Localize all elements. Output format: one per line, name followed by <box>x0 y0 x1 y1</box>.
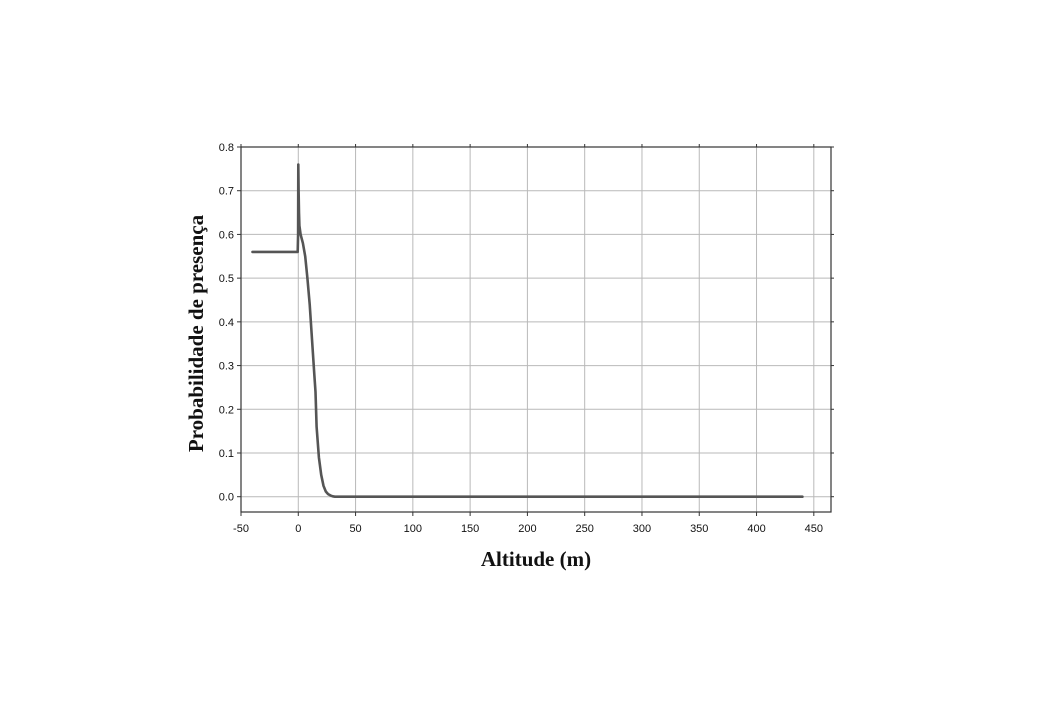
series-group <box>251 163 804 499</box>
y-tick-label-2: 0.6 <box>219 229 234 241</box>
x-tick-label-4: 150 <box>461 523 479 535</box>
plot-area <box>240 146 832 513</box>
y-tick-label-4: 0.4 <box>219 317 234 329</box>
y-tick-label-5: 0.3 <box>219 361 234 373</box>
x-tick-label-10: 450 <box>805 523 823 535</box>
x-tick-label-9: 400 <box>747 523 765 535</box>
y-tick-label-7: 0.1 <box>219 448 234 460</box>
y-tick-label-1: 0.7 <box>219 186 234 198</box>
x-tick-label-0: -50 <box>233 523 249 535</box>
x-tick-label-1: 0 <box>295 523 301 535</box>
x-tick-label-5: 200 <box>518 523 536 535</box>
x-tick-label-3: 100 <box>404 523 422 535</box>
y-tick-label-6: 0.2 <box>219 404 234 416</box>
y-tick-label-8: 0.0 <box>219 492 234 504</box>
x-tick-label-7: 300 <box>633 523 651 535</box>
series-line-0 <box>251 163 804 499</box>
x-axis-title: Altitude (m) <box>481 547 591 571</box>
y-axis-title: Probabilidade de presença <box>184 214 208 452</box>
x-tick-label-6: 250 <box>576 523 594 535</box>
axis-ticks: -50 0 50 100 150 200 250 300 350 400 450 0.8 0.7 0.6 0… <box>219 142 834 535</box>
x-tick-label-2: 50 <box>349 523 361 535</box>
x-tick-label-8: 350 <box>690 523 708 535</box>
y-tick-label-0: 0.8 <box>219 142 234 154</box>
grid <box>240 146 831 512</box>
y-tick-label-3: 0.5 <box>219 273 234 285</box>
